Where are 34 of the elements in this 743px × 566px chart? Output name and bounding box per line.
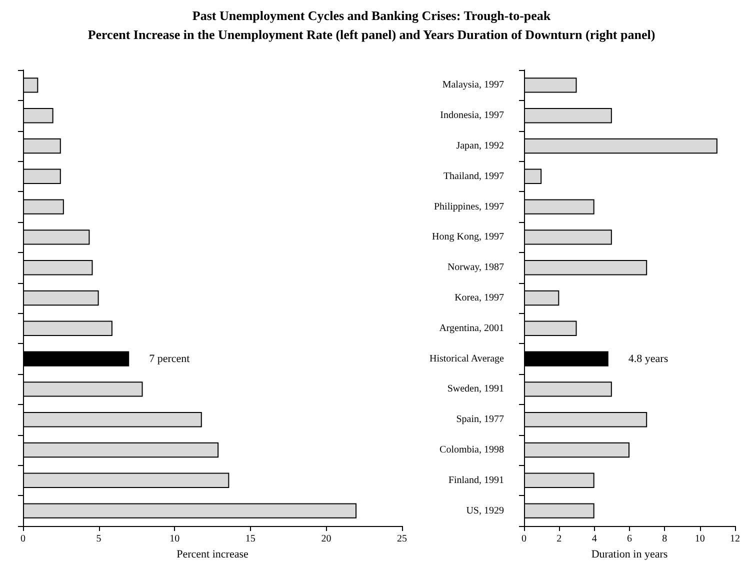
x-tick-label: 5 xyxy=(96,534,102,544)
y-tick-label: Korea, 1997 xyxy=(454,292,504,304)
x-axis-title: Percent increase xyxy=(176,548,248,560)
x-tick-label: 12 xyxy=(730,534,740,544)
y-tick-label: US, 1929 xyxy=(466,505,504,516)
x-axis-title: Duration in years xyxy=(591,548,668,560)
x-tick-label: 4 xyxy=(592,534,597,544)
data-label: 4.8 years xyxy=(628,352,668,365)
chart-subtitle: Percent Increase in the Unemployment Rate (left panel) and Years Duration of Downturn (right panel) xyxy=(86,26,656,44)
y-tick-label: Indonesia, 1997 xyxy=(440,110,504,122)
x-tick-label: 6 xyxy=(627,534,632,544)
x-tick-label: 10 xyxy=(694,534,705,544)
y-tick-label: Malaysia, 1997 xyxy=(442,80,504,91)
x-tick-label: 2 xyxy=(556,534,562,544)
y-tick-label: Finland, 1991 xyxy=(448,474,504,486)
x-tick-label: 0 xyxy=(20,534,26,544)
y-tick-label: Spain, 1977 xyxy=(456,414,504,426)
y-tick-label: Historical Average xyxy=(429,353,505,364)
y-tick-label: Thailand, 1997 xyxy=(443,170,504,182)
data-label: 7 percent xyxy=(149,352,190,365)
y-tick-label: Norway, 1987 xyxy=(447,262,504,274)
y-tick-label: Philippines, 1997 xyxy=(434,201,504,212)
y-tick-label: Hong Kong, 1997 xyxy=(432,232,504,243)
y-tick-label: Japan, 1992 xyxy=(456,140,504,152)
y-tick-label: Colombia, 1998 xyxy=(440,444,504,456)
chart-title: Past Unemployment Cycles and Banking Crises: Trough-to-peak xyxy=(191,7,552,25)
x-tick-label: 25 xyxy=(397,534,407,544)
x-tick-label: 15 xyxy=(245,534,256,544)
x-tick-label: 8 xyxy=(662,534,668,544)
x-tick-label: 0 xyxy=(522,534,526,544)
x-tick-label: 10 xyxy=(170,534,180,544)
x-tick-label: 20 xyxy=(321,534,332,544)
y-tick-label: Argentina, 2001 xyxy=(439,322,504,334)
y-tick-label: Sweden, 1991 xyxy=(447,384,504,395)
